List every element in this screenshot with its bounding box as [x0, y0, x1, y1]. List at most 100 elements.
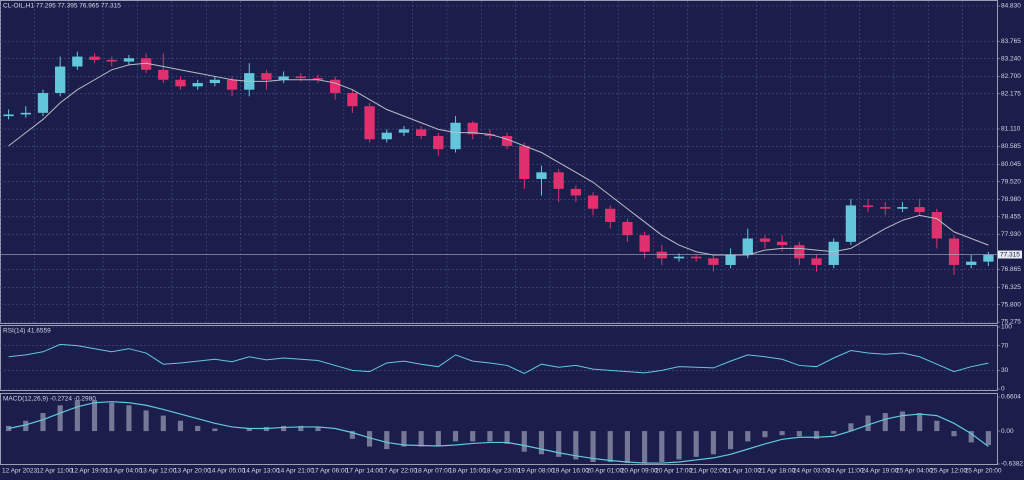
candle-body: [192, 83, 203, 87]
candle-body: [295, 76, 306, 79]
candle-body: [828, 241, 839, 265]
candle-body: [862, 205, 874, 208]
macd-bar: [899, 411, 906, 432]
candle-body: [140, 58, 152, 70]
candle-body: [725, 255, 736, 265]
macd-bar: [624, 431, 631, 464]
y-tick-label: 75.275: [1001, 319, 1021, 326]
x-tick-label: 18 Apr 07:00: [415, 468, 452, 475]
candle-body: [415, 129, 427, 136]
x-tick-label: 20 Apr 17:00: [655, 468, 692, 475]
macd-bar: [556, 431, 562, 457]
candle-body: [467, 122, 478, 135]
x-tick-label: 17 Apr 22:00: [380, 468, 417, 475]
macd-bar: [659, 431, 665, 463]
macd-bar: [23, 420, 29, 432]
macd-bar: [693, 431, 699, 457]
x-tick-label: 21 Apr 10:00: [724, 468, 761, 475]
y-tick-label: 80.585: [1001, 143, 1021, 150]
candle-body: [880, 207, 891, 209]
macd-bar: [195, 425, 201, 432]
y-tick-label: 83.765: [1001, 38, 1021, 45]
y-tick-label: 30: [1001, 367, 1009, 374]
x-tick-label: 12 Apr 19:00: [71, 468, 108, 475]
macd-bar: [212, 428, 218, 432]
y-tick-label: 82.700: [1001, 73, 1021, 80]
candle-body: [20, 112, 31, 115]
macd-bar: [74, 400, 80, 432]
macd-bar: [882, 413, 888, 432]
price-panel-frame: [0, 0, 998, 324]
y-tick-label: 82.175: [1001, 91, 1021, 98]
x-tick-label: 24 Apr 03:00: [793, 468, 830, 475]
candle-body: [811, 258, 822, 265]
candle-body: [673, 256, 685, 259]
macd-bar: [384, 431, 390, 450]
macd-bar: [831, 431, 837, 434]
macd-bar: [985, 431, 991, 446]
candle-body: [897, 207, 908, 209]
last-price-label: 77.315: [1000, 251, 1020, 258]
macd-bar: [57, 405, 63, 432]
candle-body: [398, 129, 410, 133]
x-tick-label: 17 Apr 06:00: [311, 468, 348, 475]
macd-bar: [521, 431, 527, 452]
candle-body: [622, 221, 633, 236]
candle-body: [37, 92, 49, 113]
macd-bar: [126, 405, 132, 432]
candle-body: [278, 76, 289, 80]
x-tick-label: 13 Apr 04:00: [105, 468, 142, 475]
candle-body: [948, 238, 960, 265]
y-tick-label: 75.800: [1001, 301, 1021, 308]
candle-body: [72, 56, 83, 67]
macd-bar: [504, 431, 510, 444]
candle-body: [330, 79, 341, 93]
rsi-panel-frame: [0, 325, 998, 391]
x-tick-label: 14 Apr 13:00: [243, 468, 280, 475]
macd-bar: [470, 431, 476, 442]
y-tick-label: 76.865: [1001, 266, 1021, 273]
candle-body: [209, 79, 221, 84]
macd-bar: [676, 431, 682, 460]
candle-body: [433, 135, 444, 150]
macd-bar: [40, 413, 46, 432]
x-tick-label: 24 Apr 19:00: [861, 468, 898, 475]
candle-body: [553, 172, 564, 189]
candle-body: [536, 172, 547, 179]
macd-bar: [642, 431, 648, 464]
macd-bar: [934, 420, 940, 432]
candle-body: [226, 79, 238, 90]
macd-bar: [951, 431, 957, 437]
macd-bar: [435, 431, 441, 447]
y-tick-label: -0.6382: [1001, 461, 1023, 468]
macd-bar: [418, 431, 424, 447]
panel-title: MACD(12,26,9) -0.2724 -0.2980: [3, 396, 96, 403]
macd-bar: [349, 431, 355, 439]
y-tick-label: 79.520: [1001, 178, 1021, 185]
candle-body: [776, 241, 788, 246]
y-tick-label: 77.930: [1001, 231, 1021, 238]
candle-body: [106, 59, 117, 62]
y-tick-label: 76.325: [1001, 284, 1021, 291]
x-tick-label: 13 Apr 12:00: [140, 468, 177, 475]
candle-body: [175, 79, 186, 87]
macd-signal: [8, 401, 989, 464]
x-tick-label: 17 Apr 14:00: [346, 468, 383, 475]
candle-body: [587, 195, 599, 209]
macd-bar: [607, 431, 613, 463]
macd-bar: [590, 431, 596, 463]
candle-body: [570, 188, 582, 196]
x-tick-label: 25 Apr 20:00: [965, 468, 1002, 475]
macd-bar: [745, 431, 751, 442]
macd-bar: [91, 400, 98, 432]
x-tick-label: 25 Apr 04:00: [896, 468, 933, 475]
macd-bar: [281, 425, 287, 432]
macd-bar: [917, 413, 923, 432]
y-tick-label: 0: [1001, 386, 1005, 393]
candle-body: [261, 73, 272, 80]
macd-bar: [968, 431, 974, 443]
macd-bar: [401, 431, 407, 447]
x-tick-label: 25 Apr 12:00: [930, 468, 967, 475]
